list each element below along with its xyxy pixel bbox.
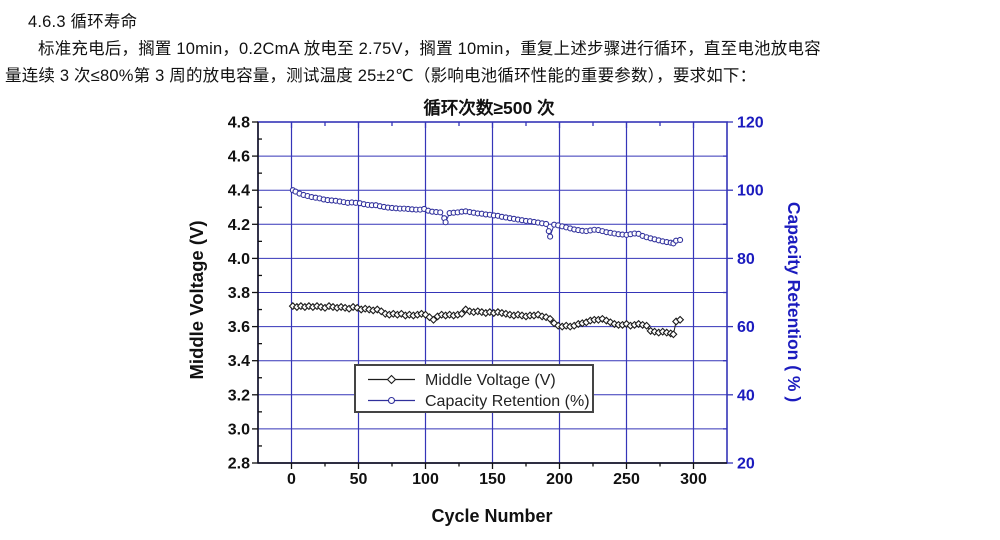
chart-title: 循环次数≥500 次	[423, 98, 555, 118]
y-axis-label-right: Capacity Retention ( % )	[784, 202, 804, 402]
legend-entry-label: Capacity Retention (%)	[425, 393, 590, 410]
svg-text:300: 300	[680, 471, 707, 488]
section-heading: 4.6.3 循环寿命	[28, 13, 138, 31]
svg-text:2.8: 2.8	[228, 456, 250, 473]
paragraph-line-2: 量连续 3 次≤80%第 3 周的放电容量，测试温度 25±2℃（影响电池循环性…	[5, 67, 757, 85]
svg-text:0: 0	[287, 471, 296, 488]
chart-axis-ticks	[252, 121, 733, 469]
svg-text:200: 200	[546, 471, 573, 488]
cycle-life-chart: 2.8 3.0 3.2 3.4 3.6 3.8 4.0 4.2 4.4 4.6 4.8 20 40 60 8…	[186, 98, 804, 526]
svg-text:250: 250	[613, 471, 640, 488]
paragraph-line-1: 标准充电后，搁置 10min，0.2CmA 放电至 2.75V，搁置 10min…	[38, 40, 821, 58]
svg-text:100: 100	[412, 471, 439, 488]
legend-entry-label: Middle Voltage (V)	[425, 372, 556, 389]
svg-text:3.2: 3.2	[228, 387, 250, 404]
svg-text:60: 60	[737, 319, 755, 336]
svg-text:20: 20	[737, 456, 755, 473]
chart-legend: Middle Voltage (V) Capacity Retention (%)	[354, 364, 594, 413]
svg-text:4.0: 4.0	[228, 251, 250, 268]
y-axis-label-left: Middle Voltage (V)	[186, 221, 207, 380]
svg-text:4.6: 4.6	[228, 149, 250, 166]
svg-text:150: 150	[479, 471, 506, 488]
svg-text:40: 40	[737, 387, 755, 404]
chart-data-series	[288, 187, 685, 339]
svg-text:3.4: 3.4	[228, 353, 250, 370]
svg-text:50: 50	[350, 471, 368, 488]
svg-text:4.8: 4.8	[228, 115, 250, 132]
svg-text:3.0: 3.0	[228, 421, 250, 438]
svg-text:4.4: 4.4	[228, 183, 250, 200]
svg-text:100: 100	[737, 183, 764, 200]
svg-text:120: 120	[737, 115, 764, 132]
svg-text:80: 80	[737, 251, 755, 268]
chart-tick-labels: 2.8 3.0 3.2 3.4 3.6 3.8 4.0 4.2 4.4 4.6 4.8 20 40 60 8…	[228, 115, 764, 489]
svg-text:4.2: 4.2	[228, 217, 250, 234]
svg-text:3.8: 3.8	[228, 285, 250, 302]
x-axis-label: Cycle Number	[431, 506, 552, 526]
svg-text:3.6: 3.6	[228, 319, 250, 336]
